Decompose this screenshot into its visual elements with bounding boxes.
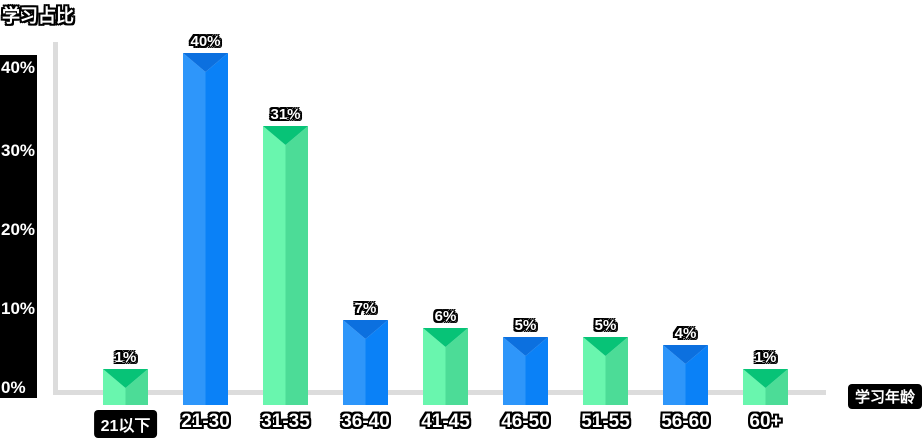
bar-3d-shape <box>103 369 148 405</box>
bar-value-label: 1% <box>754 349 777 366</box>
bar-36-40[interactable] <box>343 320 388 405</box>
bar-3d-shape <box>263 126 308 405</box>
bar-31-35[interactable] <box>263 126 308 405</box>
bar-value-label: 4% <box>674 325 697 342</box>
bar-value-label: 5% <box>594 317 617 334</box>
bar-3d-shape <box>343 320 388 405</box>
x-axis-tick-label: 51-55 <box>581 411 630 432</box>
y-axis-tick-label: 10% <box>1 299 36 318</box>
bar-3d-shape <box>743 369 788 405</box>
y-axis-tick-label: 0% <box>1 378 26 397</box>
y-axis-label-strip: 40% 30% 20% 10% 0% <box>0 55 37 398</box>
bar-3d-shape <box>583 337 628 405</box>
bar-51-55[interactable] <box>583 337 628 405</box>
x-axis-tick-label: 60+ <box>749 411 782 432</box>
bar-46-50[interactable] <box>503 337 548 405</box>
y-axis-tick-label: 20% <box>1 220 36 239</box>
bar-3d-shape <box>183 53 228 405</box>
bar-value-label: 5% <box>514 317 537 334</box>
chart-title: 学习占比 <box>2 6 74 26</box>
bar-3d-shape <box>663 345 708 405</box>
y-axis-tick-label: 40% <box>1 58 36 77</box>
bar-3d-shape <box>503 337 548 405</box>
x-axis-tick-label: 36-40 <box>341 411 390 432</box>
x-axis-tick-label: 21以下 <box>93 410 158 438</box>
x-axis-tick-label: 31-35 <box>261 411 310 432</box>
bar-60+[interactable] <box>743 369 788 405</box>
x-axis-tick-label: 41-45 <box>421 411 470 432</box>
y-axis-tick-label: 30% <box>1 141 36 160</box>
bar-21-30[interactable] <box>183 53 228 405</box>
bar-value-label: 31% <box>270 106 301 123</box>
bar-value-label: 40% <box>190 33 221 50</box>
y-axis-line <box>53 42 58 394</box>
bar-3d-shape <box>423 328 468 405</box>
bar-56-60[interactable] <box>663 345 708 405</box>
bar-value-label: 1% <box>114 349 137 366</box>
x-axis-tick-label: 46-50 <box>501 411 550 432</box>
bar-41-45[interactable] <box>423 328 468 405</box>
x-axis-title: 学习年龄 <box>847 384 922 409</box>
bar-value-label: 7% <box>354 300 377 317</box>
x-axis-tick-label: 56-60 <box>661 411 710 432</box>
bar-value-label: 6% <box>434 308 457 325</box>
x-axis-tick-label: 21-30 <box>181 411 230 432</box>
bar-21[interactable] <box>103 369 148 405</box>
